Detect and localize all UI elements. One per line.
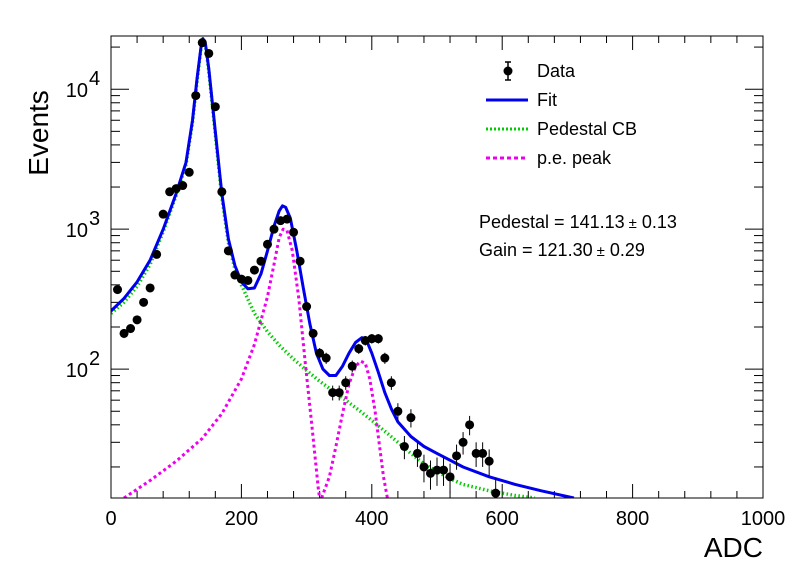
data-point [210,102,220,112]
legend-pe-label: p.e. peak [537,148,612,168]
data-point [289,227,299,237]
data-point [393,406,403,416]
data-point [399,441,409,451]
data-point [432,465,442,475]
data-point [465,420,475,430]
data-point [478,448,488,458]
data-point [439,465,449,475]
plot-area [111,37,575,498]
data-point [262,239,272,249]
x-axis-title: ADC [704,532,763,563]
data-point [119,328,129,338]
y-axis-title: Events [23,90,54,176]
legend-data-label: Data [537,61,576,81]
curve-fit [111,37,575,498]
legend-data-marker [503,66,513,76]
data-point [334,388,344,398]
legend-item-pedestal-cb: Pedestal CB [486,119,637,139]
data-point [386,378,396,388]
data-point [113,285,123,295]
data-point [308,328,318,338]
data-point [419,462,429,472]
data-point [484,456,494,466]
data-point [471,448,481,458]
data-point [191,91,201,101]
annotation-pedestal-pm: ± [629,215,637,232]
data-point [491,488,501,498]
data-point [217,187,227,197]
x-tick-label: 800 [616,508,649,530]
data-point [282,214,292,224]
legend-item-fit: Fit [486,90,557,110]
x-tick-label: 400 [355,508,388,530]
y-tick-exponent: 2 [89,348,100,370]
data-point [269,224,279,234]
data-point [132,315,142,325]
y-tick-label: 10 [66,80,88,102]
data-point [197,38,207,48]
x-tick-label: 1000 [741,508,786,530]
data-point [406,413,416,423]
x-tick-label: 200 [225,508,258,530]
y-tick-label: 10 [66,220,88,242]
data-point [152,249,162,259]
data-point [139,297,149,307]
curve-p-e-peak [123,227,322,498]
data-point [452,451,462,461]
legend-fit-label: Fit [537,90,557,110]
data-point [295,256,305,266]
data-point [249,265,259,275]
legend-pedestal-label: Pedestal CB [537,119,637,139]
data-point [204,48,214,58]
y-tick-label: 10 [66,360,88,382]
data-point [380,353,390,363]
annotation-gain-error: 0.29 [605,240,645,260]
data-point [184,167,194,177]
data-point [367,334,377,344]
data-point [328,388,338,398]
annotation-gain-value: Gain = 121.30 [479,240,593,260]
data-point [126,324,136,334]
annotation-pedestal-value: Pedestal = 141.13 [479,212,625,232]
plot-frame [110,35,764,499]
legend-item-pe-peak: p.e. peak [486,148,612,168]
y-tick-exponent: 4 [89,68,100,90]
annotation-pedestal-error: 0.13 [637,212,677,232]
data-point [230,270,240,280]
data-point [145,283,155,293]
data-point [445,472,455,482]
annotation-pedestal: Pedestal = 141.13 ± 0.13 [479,212,677,232]
x-tick-label: 0 [105,508,116,530]
legend: Data Fit Pedestal CB p.e. peak [486,61,637,168]
data-point [256,256,266,266]
data-point [223,246,233,256]
data-point [347,361,357,371]
data-point [158,209,168,219]
annotation-gain-pm: ± [597,243,605,260]
data-point [302,302,312,312]
data-point [315,348,325,358]
data-point [412,448,422,458]
annotation-gain: Gain = 121.30 ± 0.29 [479,240,645,260]
data-point [373,334,383,344]
legend-item-data: Data [503,61,576,81]
data-point [341,378,351,388]
data-point [458,437,468,447]
y-tick-exponent: 3 [89,208,100,230]
data-point [354,344,364,354]
data-point [321,353,331,363]
data-point [178,181,188,191]
x-tick-label: 600 [486,508,519,530]
data-point [243,275,253,285]
axis-ticks [110,36,764,498]
